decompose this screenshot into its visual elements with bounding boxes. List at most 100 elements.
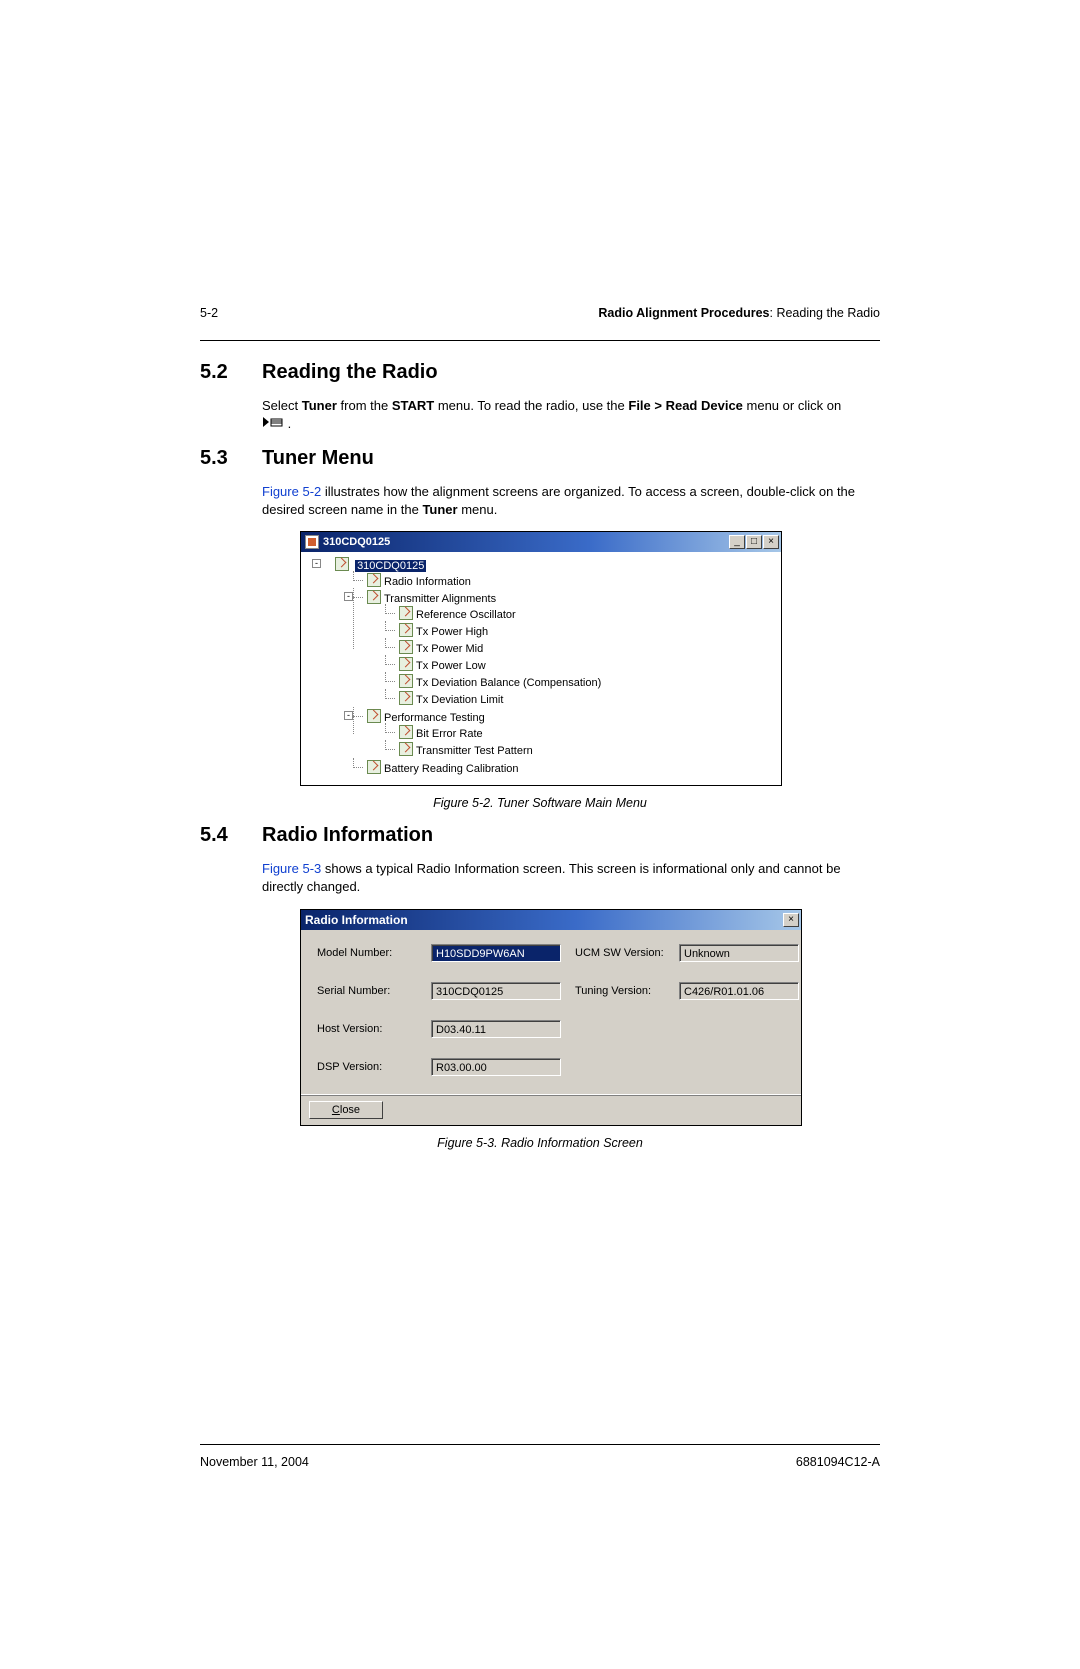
node-icon <box>399 742 413 756</box>
content: 5.2 Reading the Radio Select Tuner from … <box>200 340 880 1150</box>
read-device-icon <box>262 415 284 434</box>
node-icon <box>367 590 381 604</box>
tree-item-label: Tx Deviation Limit <box>416 694 503 706</box>
node-icon <box>367 709 381 723</box>
figure-5-3: Radio Information × Model Number: H10SDD… <box>300 909 880 1126</box>
text: shows a typical Radio Information screen… <box>262 861 841 894</box>
window-title: 310CDQ0125 <box>323 536 390 548</box>
footer-docnum: 6881094C12-A <box>796 1455 880 1469</box>
tree-item-label: Reference Oscillator <box>416 609 516 621</box>
tree-item-label: Tx Power Mid <box>416 643 483 655</box>
close-button-accel: C <box>332 1104 340 1116</box>
label-model-number: Model Number: <box>317 947 417 959</box>
tree-item-label: Tx Power High <box>416 626 488 638</box>
page-number: 5-2 <box>200 306 218 320</box>
text: from the <box>337 398 392 413</box>
node-icon <box>335 557 349 571</box>
text: menu. <box>458 502 498 517</box>
node-icon <box>367 573 381 587</box>
figure-5-3-caption: Figure 5-3. Radio Information Screen <box>200 1136 880 1150</box>
field-tuning-version: C426/R01.01.06 <box>679 982 799 1000</box>
form-grid: Model Number: H10SDD9PW6AN UCM SW Versio… <box>317 944 785 1076</box>
label-dsp-version: DSP Version: <box>317 1061 417 1073</box>
label-serial-number: Serial Number: <box>317 985 417 997</box>
label-host-version: Host Version: <box>317 1023 417 1035</box>
tree-view[interactable]: - 310CDQ0125 Radio Information - Transmi… <box>301 552 781 785</box>
tree-item-bit-error-rate[interactable]: Bit Error Rate <box>385 724 779 741</box>
tree-item-performance-testing[interactable]: - Performance Testing Bit Error Rate Tra… <box>353 708 779 759</box>
page: 5-2 Radio Alignment Procedures: Reading … <box>0 0 1080 1669</box>
tree-item-tx-deviation-balance[interactable]: Tx Deviation Balance (Compensation) <box>385 673 779 690</box>
tree-item-label: Tx Deviation Balance (Compensation) <box>416 677 601 689</box>
tree-item-label: Bit Error Rate <box>416 728 483 740</box>
text-bold: File > Read Device <box>628 398 743 413</box>
tree-item-label: Performance Testing <box>384 712 485 724</box>
dialog-body: Model Number: H10SDD9PW6AN UCM SW Versio… <box>301 930 801 1082</box>
field-host-version: D03.40.11 <box>431 1020 561 1038</box>
tuner-tree-window: 310CDQ0125 _ □ × - 310CDQ0125 <box>300 531 782 786</box>
figure-5-2-caption: Figure 5-2. Tuner Software Main Menu <box>200 796 880 810</box>
node-icon <box>399 657 413 671</box>
header-section-tail: : Reading the Radio <box>770 306 881 320</box>
node-icon <box>399 674 413 688</box>
radio-information-dialog: Radio Information × Model Number: H10SDD… <box>300 909 802 1126</box>
tree-item-reference-oscillator[interactable]: Reference Oscillator <box>385 605 779 622</box>
heading-5-4: 5.4 Radio Information <box>200 824 880 847</box>
figure-link[interactable]: Figure 5-3 <box>262 861 321 876</box>
footer-date: November 11, 2004 <box>200 1455 309 1469</box>
node-icon <box>399 640 413 654</box>
window-icon <box>305 535 319 549</box>
tree-item-label: Tx Power Low <box>416 660 486 672</box>
tree-root[interactable]: - 310CDQ0125 Radio Information - Transmi… <box>321 556 779 777</box>
header-section: Radio Alignment Procedures: Reading the … <box>598 306 880 320</box>
text-bold: Tuner <box>302 398 337 413</box>
header-section-bold: Radio Alignment Procedures <box>598 306 769 320</box>
expander-icon[interactable]: - <box>344 711 353 720</box>
heading-num: 5.2 <box>200 361 262 384</box>
tree-item-tx-power-high[interactable]: Tx Power High <box>385 622 779 639</box>
expander-icon[interactable]: - <box>344 592 353 601</box>
close-button[interactable]: × <box>783 913 799 927</box>
node-icon <box>399 623 413 637</box>
text: menu. To read the radio, use the <box>434 398 628 413</box>
node-icon <box>399 725 413 739</box>
tree-item-tx-power-low[interactable]: Tx Power Low <box>385 656 779 673</box>
tree-item-tx-power-mid[interactable]: Tx Power Mid <box>385 639 779 656</box>
tree-item-radio-information[interactable]: Radio Information <box>353 572 779 589</box>
label-tuning-version: Tuning Version: <box>575 985 665 997</box>
heading-5-2: 5.2 Reading the Radio <box>200 361 880 384</box>
tree-item-label: Transmitter Test Pattern <box>416 745 533 757</box>
close-button[interactable]: × <box>763 535 779 549</box>
close-button[interactable]: Close <box>309 1101 383 1119</box>
text-bold: Tuner <box>422 502 457 517</box>
field-serial-number: 310CDQ0125 <box>431 982 561 1000</box>
figure-link[interactable]: Figure 5-2 <box>262 484 321 499</box>
node-icon <box>399 691 413 705</box>
heading-5-3: 5.3 Tuner Menu <box>200 447 880 470</box>
window-title: Radio Information <box>305 913 408 927</box>
heading-num: 5.4 <box>200 824 262 847</box>
text: menu or click on <box>743 398 841 413</box>
tree-item-tx-deviation-limit[interactable]: Tx Deviation Limit <box>385 690 779 707</box>
node-icon <box>399 606 413 620</box>
field-model-number: H10SDD9PW6AN <box>431 944 561 962</box>
running-header: 5-2 Radio Alignment Procedures: Reading … <box>200 306 880 320</box>
text-bold: START <box>392 398 434 413</box>
field-dsp-version: R03.00.00 <box>431 1058 561 1076</box>
titlebar[interactable]: Radio Information × <box>301 910 801 930</box>
tree-item-battery-reading-calibration[interactable]: Battery Reading Calibration <box>353 759 779 776</box>
titlebar[interactable]: 310CDQ0125 _ □ × <box>301 532 781 552</box>
tree-item-transmitter-alignments[interactable]: - Transmitter Alignments Reference Oscil… <box>353 589 779 708</box>
heading-title: Reading the Radio <box>262 361 438 384</box>
close-button-rest: lose <box>340 1104 360 1116</box>
page-footer: November 11, 2004 6881094C12-A <box>200 1444 880 1469</box>
maximize-button[interactable]: □ <box>746 535 762 549</box>
expander-icon[interactable]: - <box>312 559 321 568</box>
tree-item-transmitter-test-pattern[interactable]: Transmitter Test Pattern <box>385 741 779 758</box>
dialog-footer: Close <box>301 1094 801 1125</box>
tree-item-label: Transmitter Alignments <box>384 593 496 605</box>
tree-root-label[interactable]: 310CDQ0125 <box>355 560 426 572</box>
minimize-button[interactable]: _ <box>729 535 745 549</box>
para-5-4: Figure 5-3 shows a typical Radio Informa… <box>262 860 880 895</box>
tree-item-label: Radio Information <box>384 576 471 588</box>
